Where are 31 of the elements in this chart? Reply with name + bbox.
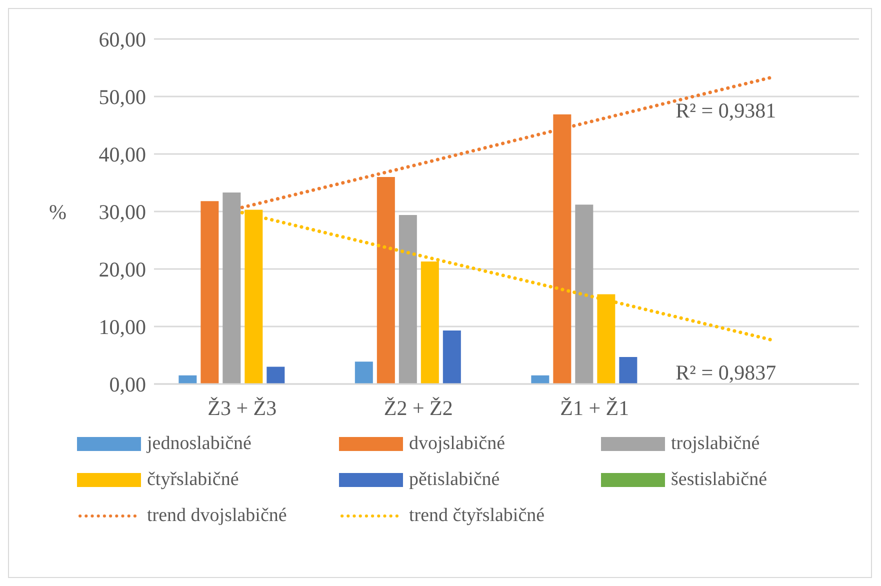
- y-tick-label: 40,00: [98, 142, 146, 166]
- y-tick-label: 0,00: [109, 372, 146, 396]
- bar: [398, 214, 417, 384]
- bar: [266, 366, 285, 384]
- annotation: R² = 0,9381: [676, 98, 776, 123]
- legend-label: trend čtyřslabičné: [409, 505, 545, 527]
- legend-label: jednoslabičné: [147, 433, 252, 455]
- bar: [575, 204, 594, 384]
- legend-label: šestislabičné: [671, 469, 768, 491]
- bar: [222, 192, 241, 384]
- x-tick-label: Ž1 + Ž1: [560, 396, 630, 420]
- bar: [531, 375, 550, 384]
- x-tick-label: Ž3 + Ž3: [208, 396, 277, 420]
- y-tick-label: 30,00: [98, 200, 146, 224]
- y-axis-title: %: [49, 200, 66, 224]
- bar: [178, 375, 197, 384]
- legend-label: dvojslabičné: [409, 433, 506, 455]
- y-tick-label: 10,00: [98, 314, 146, 339]
- legend-label: trend dvojslabičné: [147, 505, 287, 527]
- bar: [442, 330, 461, 384]
- legend-label: čtyřslabičné: [147, 469, 239, 491]
- legend-label: trojslabičné: [671, 433, 760, 455]
- bar: [354, 362, 373, 384]
- bar: [619, 356, 638, 384]
- x-tick-label: Ž2 + Ž2: [384, 396, 453, 420]
- bar: [200, 201, 219, 384]
- legend-label: pětislabičné: [409, 469, 500, 491]
- y-tick-label: 50,00: [98, 84, 146, 109]
- y-tick-label: 20,00: [98, 257, 146, 282]
- y-tick-label: 60,00: [98, 27, 146, 52]
- annotation: R² = 0,9837: [676, 360, 776, 385]
